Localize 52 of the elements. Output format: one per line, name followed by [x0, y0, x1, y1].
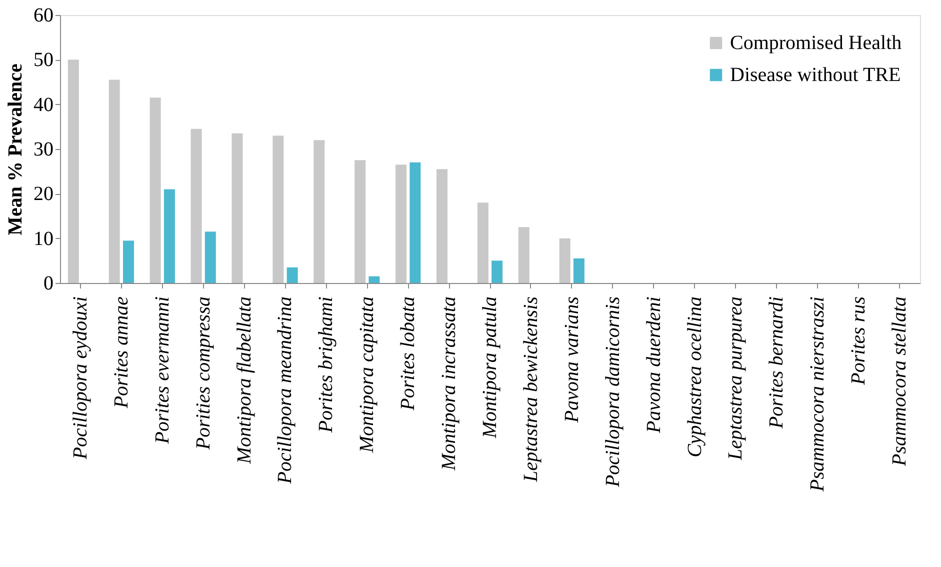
bar [232, 133, 243, 283]
x-tick-label: Pavona varians [560, 296, 583, 424]
y-tick-label: 50 [34, 49, 54, 72]
x-tick-label: Psammocora nierstraszi [806, 296, 829, 493]
y-tick-label: 60 [34, 4, 54, 26]
y-tick-label: 30 [34, 138, 54, 160]
y-tick-label: 40 [34, 94, 54, 116]
x-tick-label: Porites lobata [397, 296, 420, 412]
x-tick-label: Leptastrea purpurea [724, 296, 747, 462]
bar [559, 238, 570, 283]
bar [314, 140, 325, 283]
bar [477, 202, 488, 283]
x-tick-label: Montipora flabellata [233, 296, 256, 465]
bar [122, 240, 134, 283]
bar [492, 260, 503, 283]
bar [286, 267, 298, 283]
bar [436, 169, 448, 283]
x-tick-label: Cyphastrea ocellina [684, 296, 706, 458]
bar [410, 162, 421, 283]
bar [573, 258, 584, 283]
x-tick-label: Pavona duerdeni [642, 296, 665, 434]
bar [354, 160, 366, 283]
bar [518, 227, 530, 283]
legend-label: Compromised Health [730, 32, 902, 54]
bar [108, 80, 120, 283]
x-tick-label: Pocillopora damicornis [602, 296, 624, 488]
bar [150, 98, 161, 283]
x-tick-label: Pocillopora meandrina [274, 296, 296, 485]
x-tick-label: Porites annae [110, 296, 132, 410]
y-tick-label: 0 [44, 272, 54, 294]
x-tick-label: Montipora patula [479, 296, 501, 440]
x-tick-label: Porities compressa [192, 296, 214, 451]
bar [68, 60, 79, 283]
x-tick-label: Porites evermanni [151, 296, 174, 445]
x-tick-label: Montipora capitata [356, 296, 378, 454]
x-tick-label: Porites rus [848, 296, 870, 386]
y-tick-label: 10 [34, 228, 54, 250]
x-tick-label: Montipora incrassata [438, 296, 460, 472]
bar [190, 128, 202, 283]
bar [368, 276, 380, 283]
bar [272, 136, 284, 283]
x-tick-label: Psammocora stellata [888, 296, 911, 467]
bar [204, 232, 216, 283]
bar [164, 189, 175, 283]
y-axis-title: Mean % Prevalence [4, 63, 26, 236]
bar [396, 164, 407, 283]
x-tick-label: Porites brighami [315, 296, 338, 434]
y-tick-label: 20 [34, 183, 54, 206]
x-tick-label: Leptastrea bewickensis [520, 296, 542, 483]
x-tick-label: Pocillopora eydouxi [69, 296, 92, 460]
x-tick-label: Porites bernardi [766, 296, 788, 430]
legend-label: Disease without TRE [730, 64, 901, 86]
